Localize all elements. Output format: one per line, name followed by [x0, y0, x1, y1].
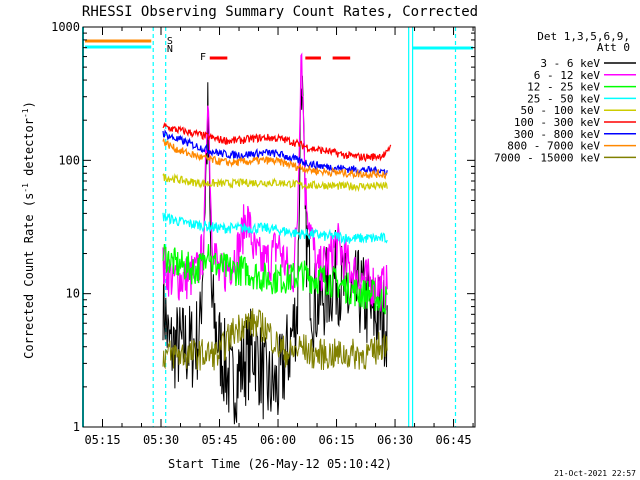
series-line	[162, 138, 388, 180]
x-tick-label: 06:30	[377, 433, 413, 447]
series-layer	[162, 52, 392, 425]
legend-subtitle: Att 0	[597, 41, 630, 54]
legend-label: 3 - 6 keV	[540, 57, 600, 70]
x-tick-label: 06:45	[435, 433, 471, 447]
y-tick-label: 100	[58, 153, 80, 167]
x-tick-label: 06:15	[318, 433, 354, 447]
x-tick-label: 05:15	[84, 433, 120, 447]
series-line	[162, 308, 388, 371]
y-tick-label: 1	[73, 420, 80, 434]
x-tick-label: 06:00	[260, 433, 296, 447]
legend-label: 12 - 25 keV	[527, 81, 600, 94]
x-axis-label: Start Time (26-May-12 05:10:42)	[168, 457, 392, 471]
series-line	[162, 121, 392, 163]
legend-label: 300 - 800 keV	[514, 128, 600, 141]
plot-frame	[82, 26, 476, 428]
series-line	[162, 52, 388, 312]
y-tick-label: 1000	[51, 20, 80, 34]
x-axis: 05:15 05:30 05:45 06:00 06:15 06:30 06:45	[82, 27, 474, 447]
legend-label: 800 - 7000 keV	[507, 140, 600, 153]
series-line	[162, 212, 388, 245]
state-label-n: N	[167, 44, 173, 55]
x-tick-label: 05:30	[143, 433, 179, 447]
state-bars-layer: SN F	[84, 36, 474, 63]
legend-label: 7000 - 15000 keV	[494, 151, 600, 164]
legend-label: 25 - 50 keV	[527, 92, 600, 105]
timestamp: 21-Oct-2021 22:57	[554, 469, 636, 478]
legend-label: 100 - 300 keV	[514, 116, 600, 129]
state-label-s: S	[167, 36, 173, 47]
series-line	[162, 173, 388, 193]
series-line	[162, 244, 388, 315]
y-axis-label: Corrected Count Rate (s-1 detector-1)	[21, 101, 36, 359]
chart-title: RHESSI Observing Summary Count Rates, Co…	[82, 4, 478, 20]
y-tick-label: 10	[66, 287, 80, 301]
legend-title: Det 1,3,5,6,9,	[537, 30, 630, 43]
x-tick-label: 05:45	[201, 433, 237, 447]
legend-label: 50 - 100 keV	[521, 104, 601, 117]
y-axis: 1 10 100 1000	[51, 20, 475, 434]
legend-label: 6 - 12 keV	[534, 69, 601, 82]
state-label-f: F	[200, 52, 206, 63]
series-line	[162, 129, 388, 177]
